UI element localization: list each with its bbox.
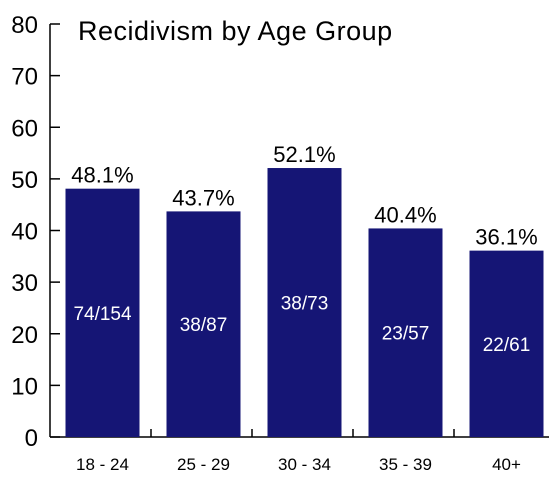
y-tick-label: 80 [11,12,38,39]
data-label: 52.1% [273,142,335,167]
bar [166,211,241,437]
y-tick-label: 20 [11,322,38,349]
ratio-label: 38/73 [281,294,329,315]
x-tick-label: 25 - 29 [177,455,230,474]
y-tick-label: 30 [11,270,38,297]
ratio-label: 74/154 [73,304,132,325]
y-tick-label: 10 [11,373,38,400]
ratio-label: 22/61 [483,335,531,356]
bars [65,168,544,437]
y-tick-label: 40 [11,219,38,246]
data-label: 36.1% [475,225,537,250]
y-tick-label: 60 [11,115,38,142]
y-tick-label: 70 [11,64,38,91]
bar [65,188,140,437]
axes: 0 10 20 30 40 50 60 70 80 [11,12,549,452]
labels: 48.1% 74/154 18 - 24 43.7% 38/87 25 - 29 52.1%… [71,142,537,474]
x-tick-label: 35 - 39 [379,455,432,474]
x-tick-label: 30 - 34 [278,455,331,474]
y-tick-label: 50 [11,167,38,194]
data-label: 43.7% [172,185,234,210]
chart-title: Recidivism by Age Group [78,16,393,46]
x-tick-label: 18 - 24 [76,455,129,474]
data-label: 40.4% [374,202,436,227]
bar [368,228,443,437]
x-tick-label: 40+ [492,455,521,474]
y-tick-label: 0 [25,425,38,452]
bar [267,168,342,437]
data-label: 48.1% [71,163,133,188]
ratio-label: 38/87 [180,315,228,336]
bar [469,250,544,437]
ratio-label: 23/57 [382,324,430,345]
